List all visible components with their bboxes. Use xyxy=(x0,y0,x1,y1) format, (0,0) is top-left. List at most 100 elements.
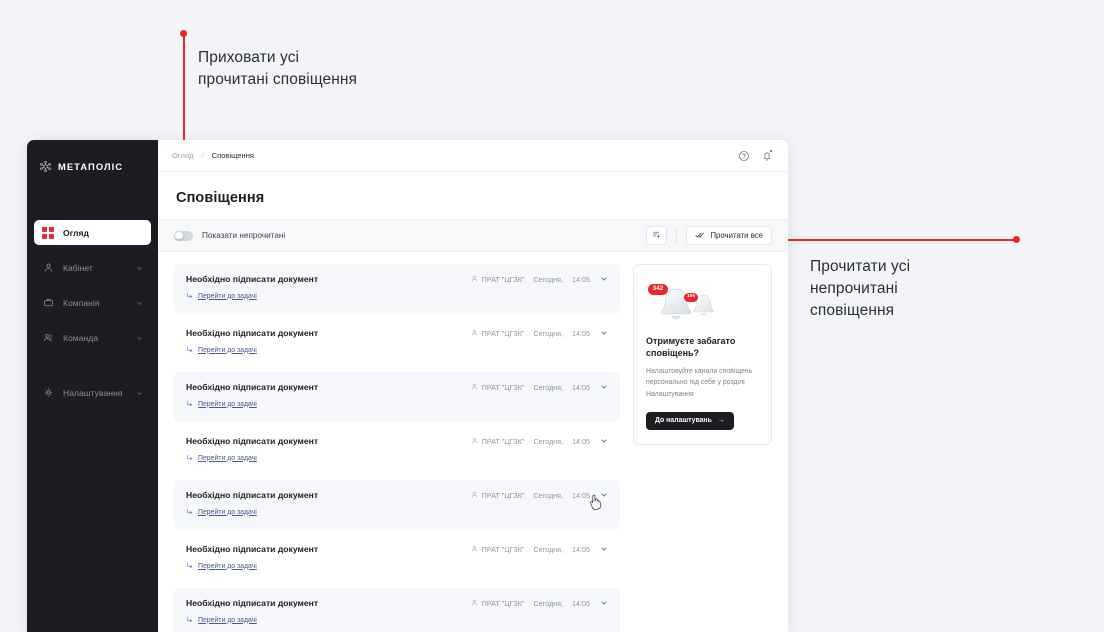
row-top: Необхідно підписати документ ПРАТ "ЦГЗК"… xyxy=(186,598,608,608)
org-label: ПРАТ "ЦГЗК" xyxy=(481,544,525,554)
sidebar-item-label: Компанія xyxy=(63,297,100,308)
notification-row[interactable]: Необхідно підписати документ ПРАТ "ЦГЗК"… xyxy=(174,480,620,530)
goto-task-label: Перейти до задачі xyxy=(198,616,257,624)
notification-row[interactable]: Необхідно підписати документ ПРАТ "ЦГЗК"… xyxy=(174,534,620,584)
badge-large: 342 xyxy=(648,284,668,295)
notification-title: Необхідно підписати документ xyxy=(186,382,319,392)
goto-task-link[interactable]: Перейти до задачі xyxy=(186,557,608,575)
notification-title: Необхідно підписати документ xyxy=(186,598,319,608)
goto-task-link[interactable]: Перейти до задачі xyxy=(186,287,608,305)
chevron-down-icon xyxy=(136,264,143,271)
person-icon xyxy=(471,491,478,500)
person-icon xyxy=(471,329,478,338)
notification-meta: ПРАТ "ЦГЗК" Сегодня, 14:05 xyxy=(471,328,608,338)
goto-task-link[interactable]: Перейти до задачі xyxy=(186,395,608,413)
row-top: Необхідно підписати документ ПРАТ "ЦГЗК"… xyxy=(186,382,608,392)
chevron-down-icon[interactable] xyxy=(599,275,608,284)
notification-title: Необхідно підписати документ xyxy=(186,544,319,554)
goto-task-link[interactable]: Перейти до задачі xyxy=(186,341,608,359)
page-header: Сповіщення xyxy=(158,172,788,219)
promo-card: 342 186 Отримуєте забагато сповіщень? На… xyxy=(633,264,772,445)
notification-time: 14:05 xyxy=(572,490,590,500)
chevron-down-icon[interactable] xyxy=(599,491,608,500)
notification-meta: ПРАТ "ЦГЗК" Сегодня, 14:05 xyxy=(471,598,608,608)
notification-row[interactable]: Необхідно підписати документ ПРАТ "ЦГЗК"… xyxy=(174,318,620,368)
notification-meta: ПРАТ "ЦГЗК" Сегодня, 14:05 xyxy=(471,544,608,554)
notification-row[interactable]: Необхідно підписати документ ПРАТ "ЦГЗК"… xyxy=(174,264,620,314)
notification-meta: ПРАТ "ЦГЗК" Сегодня, 14:05 xyxy=(471,382,608,392)
arrow-branch-icon xyxy=(186,503,194,521)
toolbar-divider xyxy=(676,228,678,243)
notification-org: ПРАТ "ЦГЗК" xyxy=(471,329,524,338)
promo-settings-button[interactable]: До налаштувань → xyxy=(646,411,734,430)
goto-task-label: Перейти до задачі xyxy=(198,292,257,300)
notification-title: Необхідно підписати документ xyxy=(186,436,319,446)
badge-small: 186 xyxy=(684,293,698,302)
help-circle-icon[interactable] xyxy=(736,148,751,163)
goto-task-link[interactable]: Перейти до задачі xyxy=(186,611,608,629)
bells-illustration: 342 186 xyxy=(646,278,759,324)
chevron-down-icon[interactable] xyxy=(599,383,608,392)
sidebar-item-oglyad[interactable]: Огляд xyxy=(34,220,151,245)
brand-logo[interactable]: МЕТАПОЛІС xyxy=(27,148,158,178)
sidebar-item-komanda[interactable]: Команда xyxy=(34,325,151,350)
arrow-branch-icon xyxy=(186,557,194,575)
topbar: Огляд / Сповіщення xyxy=(158,140,788,172)
sidebar-item-kompaniya[interactable]: Компанія xyxy=(34,290,151,315)
person-icon xyxy=(471,599,478,608)
annotation-right-line xyxy=(782,238,1014,241)
breadcrumb-current: Сповіщення xyxy=(211,151,255,160)
chevron-down-icon[interactable] xyxy=(599,437,608,446)
chevron-down-icon[interactable] xyxy=(599,599,608,608)
chevron-down-icon[interactable] xyxy=(599,545,608,554)
chevron-down-icon xyxy=(136,299,143,306)
notification-date: Сегодня, xyxy=(533,382,563,392)
goto-task-label: Перейти до задачі xyxy=(198,508,257,516)
goto-task-link[interactable]: Перейти до задачі xyxy=(186,449,608,467)
person-icon xyxy=(471,275,478,284)
bell-icon[interactable] xyxy=(759,148,774,163)
notification-time: 14:05 xyxy=(572,598,590,608)
breadcrumb-root[interactable]: Огляд xyxy=(172,151,194,160)
notification-org: ПРАТ "ЦГЗК" xyxy=(471,275,524,284)
row-top: Необхідно підписати документ ПРАТ "ЦГЗК"… xyxy=(186,274,608,284)
notification-time: 14:05 xyxy=(572,544,590,554)
notification-org: ПРАТ "ЦГЗК" xyxy=(471,545,524,554)
metapolis-logo-icon xyxy=(39,160,52,173)
row-top: Необхідно підписати документ ПРАТ "ЦГЗК"… xyxy=(186,328,608,338)
show-unread-toggle[interactable] xyxy=(174,230,193,241)
notification-date: Сегодня, xyxy=(533,490,563,500)
notification-row[interactable]: Необхідно підписати документ ПРАТ "ЦГЗК"… xyxy=(174,426,620,476)
row-top: Необхідно підписати документ ПРАТ "ЦГЗК"… xyxy=(186,544,608,554)
mouse-cursor xyxy=(588,494,602,511)
filter-sort-button[interactable] xyxy=(646,226,668,245)
notification-title: Необхідно підписати документ xyxy=(186,490,319,500)
promo-button-label: До налаштувань xyxy=(655,417,712,425)
read-all-button[interactable]: Прочитати все xyxy=(686,226,772,245)
row-top: Необхідно підписати документ ПРАТ "ЦГЗК"… xyxy=(186,436,608,446)
arrow-branch-icon xyxy=(186,611,194,629)
sidebar: МЕТАПОЛІС Огляд Кабінет xyxy=(27,140,158,632)
goto-task-label: Перейти до задачі xyxy=(198,562,257,570)
notification-date: Сегодня, xyxy=(533,436,563,446)
brand-name: МЕТАПОЛІС xyxy=(58,161,124,172)
show-unread-label: Показати непрочитані xyxy=(202,231,286,240)
notification-row[interactable]: Необхідно підписати документ ПРАТ "ЦГЗК"… xyxy=(174,588,620,632)
notification-row[interactable]: Необхідно підписати документ ПРАТ "ЦГЗК"… xyxy=(174,372,620,422)
sidebar-item-label: Кабінет xyxy=(63,262,93,273)
sidebar-item-kabinet[interactable]: Кабінет xyxy=(34,255,151,280)
filter-sort-icon xyxy=(652,230,661,241)
toggle-knob xyxy=(175,231,183,240)
chevron-down-icon[interactable] xyxy=(599,329,608,338)
arrow-branch-icon xyxy=(186,287,194,305)
goto-task-link[interactable]: Перейти до задачі xyxy=(186,503,608,521)
goto-task-label: Перейти до задачі xyxy=(198,400,257,408)
briefcase-icon xyxy=(42,297,54,309)
list-toolbar: Показати непрочитані xyxy=(158,219,788,252)
org-label: ПРАТ "ЦГЗК" xyxy=(481,382,525,392)
annotation-right-dot xyxy=(1013,236,1020,243)
sidebar-item-nalashtuvannya[interactable]: Налаштування xyxy=(34,380,151,405)
person-icon xyxy=(471,383,478,392)
notification-time: 14:05 xyxy=(572,328,590,338)
bell-large-icon xyxy=(656,286,696,324)
